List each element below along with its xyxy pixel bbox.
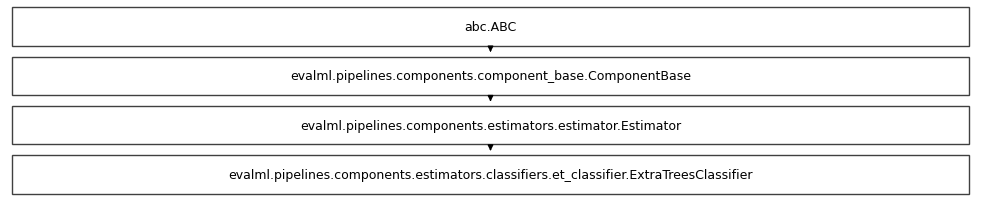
Bar <box>12 8 969 46</box>
Bar <box>12 106 969 145</box>
Text: evalml.pipelines.components.component_base.ComponentBase: evalml.pipelines.components.component_ba… <box>290 70 691 83</box>
Text: evalml.pipelines.components.estimators.classifiers.et_classifier.ExtraTreesClass: evalml.pipelines.components.estimators.c… <box>229 168 752 181</box>
Bar <box>12 57 969 96</box>
Text: evalml.pipelines.components.estimators.estimator.Estimator: evalml.pipelines.components.estimators.e… <box>300 119 681 132</box>
Bar <box>12 156 969 194</box>
Text: abc.ABC: abc.ABC <box>464 21 517 34</box>
